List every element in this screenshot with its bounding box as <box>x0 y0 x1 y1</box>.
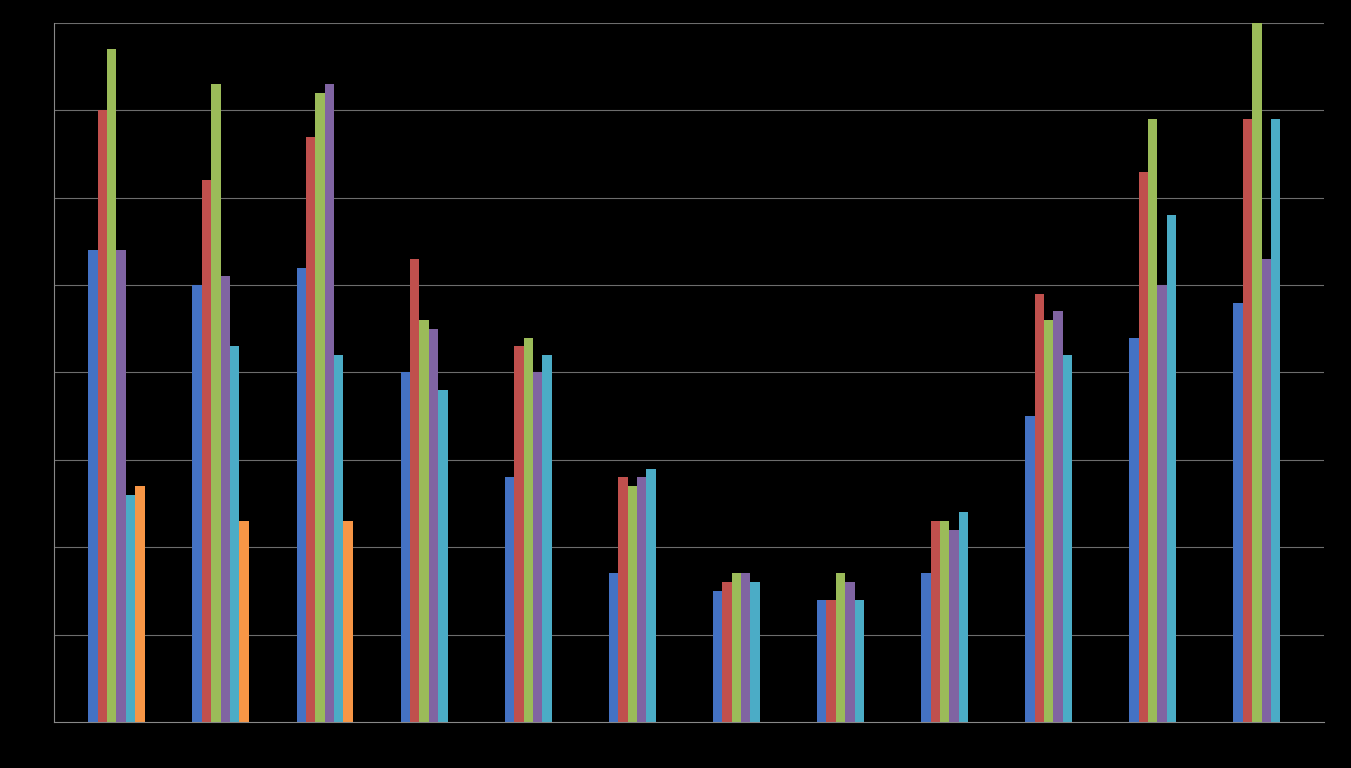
Bar <box>438 390 447 722</box>
Bar <box>192 285 201 722</box>
Bar <box>297 267 305 722</box>
Bar <box>609 574 619 722</box>
Bar <box>1167 215 1177 722</box>
Bar <box>619 477 628 722</box>
Bar <box>827 600 836 722</box>
Bar <box>855 600 863 722</box>
Bar <box>126 495 135 722</box>
Bar <box>515 346 523 722</box>
Bar <box>1271 119 1281 722</box>
Bar <box>201 180 211 722</box>
Bar <box>959 512 967 722</box>
Bar <box>742 574 750 722</box>
Bar <box>1158 285 1167 722</box>
Bar <box>940 521 950 722</box>
Bar <box>532 372 542 722</box>
Bar <box>921 574 931 722</box>
Bar <box>334 355 343 722</box>
Bar <box>324 84 334 722</box>
Bar <box>315 93 324 722</box>
Bar <box>542 355 551 722</box>
Bar <box>1148 119 1158 722</box>
Bar <box>628 486 636 722</box>
Bar <box>636 477 646 722</box>
Bar <box>1063 355 1073 722</box>
Bar <box>1129 338 1139 722</box>
Bar <box>750 582 759 722</box>
Bar <box>1139 171 1148 722</box>
Bar <box>428 329 438 722</box>
Bar <box>411 259 419 722</box>
Bar <box>836 574 846 722</box>
Bar <box>1243 119 1252 722</box>
Bar <box>401 372 411 722</box>
Bar <box>239 521 249 722</box>
Bar <box>505 477 515 722</box>
Bar <box>97 111 107 722</box>
Bar <box>817 600 827 722</box>
Bar <box>1044 320 1054 722</box>
Bar <box>107 49 116 722</box>
Bar <box>88 250 97 722</box>
Bar <box>135 486 145 722</box>
Bar <box>1025 416 1035 722</box>
Bar <box>1252 15 1262 722</box>
Bar <box>713 591 723 722</box>
Bar <box>1035 294 1044 722</box>
Bar <box>846 582 855 722</box>
Bar <box>1054 311 1063 722</box>
Bar <box>523 338 532 722</box>
Bar <box>1262 259 1271 722</box>
Bar <box>1233 303 1243 722</box>
Bar <box>950 530 959 722</box>
Bar <box>419 320 428 722</box>
Bar <box>931 521 940 722</box>
Bar <box>343 521 353 722</box>
Bar <box>116 250 126 722</box>
Bar <box>220 276 230 722</box>
Bar <box>305 137 315 722</box>
Bar <box>211 84 220 722</box>
Bar <box>646 468 655 722</box>
Bar <box>723 582 732 722</box>
Bar <box>732 574 742 722</box>
Bar <box>230 346 239 722</box>
